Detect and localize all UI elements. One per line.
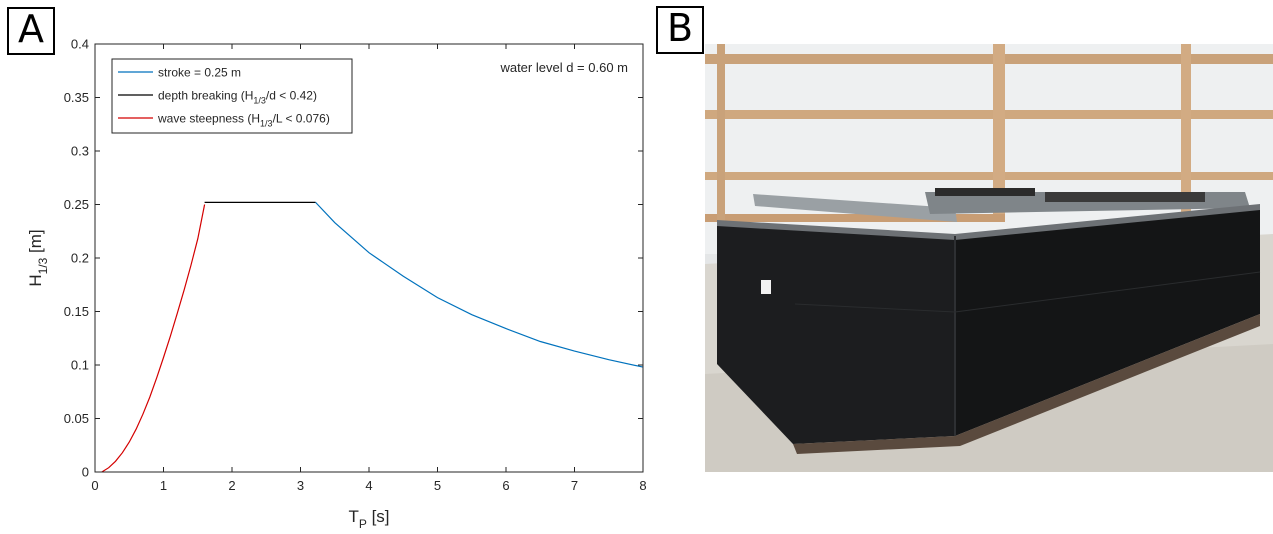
x-tick-label: 4 (365, 478, 372, 493)
legend-entry-sub: 1/3 (260, 119, 273, 129)
y-tick-label: 0.1 (71, 358, 89, 373)
x-tick-label: 0 (91, 478, 98, 493)
x-axis-label-sub: P (359, 517, 367, 531)
series-lines (101, 201, 644, 473)
panel-label-b: B (656, 6, 704, 54)
y-tick-label: 0.25 (64, 197, 89, 212)
x-tick-label: 3 (297, 478, 304, 493)
x-axis-label-main: T (348, 507, 358, 526)
x-tick-label: 8 (639, 478, 646, 493)
legend-entry-post: /L < 0.076) (273, 112, 330, 126)
legend-entry-text: depth breaking (H (158, 89, 253, 103)
legend-entry: depth breaking (H1/3/d < 0.42) (158, 89, 317, 106)
y-tick-label: 0.4 (71, 37, 89, 52)
y-tick-label: 0.15 (64, 304, 89, 319)
x-tick-label: 7 (571, 478, 578, 493)
axis-ticks: 0 1 2 3 4 5 6 7 8 0 0.05 0.1 0.15 0.2 0.25 0.3 0.35 0.4 (64, 37, 647, 494)
x-tick-label: 5 (434, 478, 441, 493)
panel-label-a: A (7, 7, 55, 55)
y-tick-label: 0.2 (71, 251, 89, 266)
legend-entry-post: /d < 0.42) (266, 89, 317, 103)
plot-frame (94, 43, 644, 473)
y-axis-label: H1/3 [m] (26, 229, 50, 286)
y-axis-label-sub: 1/3 (36, 257, 50, 274)
x-tick-label: 1 (160, 478, 167, 493)
x-axis-label: TP [s] (348, 507, 389, 531)
svg-text:H1/3 [m]: H1/3 [m] (26, 229, 50, 286)
y-tick-label: 0.35 (64, 90, 89, 105)
legend-entry: wave steepness (H1/3/L < 0.076) (157, 112, 330, 129)
y-tick-label: 0.05 (64, 411, 89, 426)
y-tick-label: 0.3 (71, 144, 89, 159)
legend-entry-text: wave steepness (H (157, 112, 260, 126)
legend-box (111, 58, 353, 134)
wavemaker-photo (705, 44, 1273, 472)
series-line (315, 201, 644, 368)
series-line (101, 204, 206, 473)
y-tick-label: 0 (82, 465, 89, 480)
legend-entry: stroke = 0.25 m (158, 66, 241, 80)
x-axis-label-unit: [s] (367, 507, 390, 526)
y-axis-label-unit: [m] (26, 229, 45, 257)
x-tick-label: 6 (502, 478, 509, 493)
annotation-water-level: water level d = 0.60 m (499, 60, 628, 75)
y-axis-label-main: H (26, 274, 45, 286)
svg-text:TP [s]: TP [s] (348, 507, 389, 531)
chart-a: 0 1 2 3 4 5 6 7 8 0 0.05 0.1 0.15 0.2 0.25 0.3 0.35 0.4 w… (26, 37, 647, 532)
x-tick-label: 2 (228, 478, 235, 493)
legend-entry-sub: 1/3 (253, 96, 266, 106)
legend-entry-text: stroke = 0.25 m (158, 66, 241, 80)
